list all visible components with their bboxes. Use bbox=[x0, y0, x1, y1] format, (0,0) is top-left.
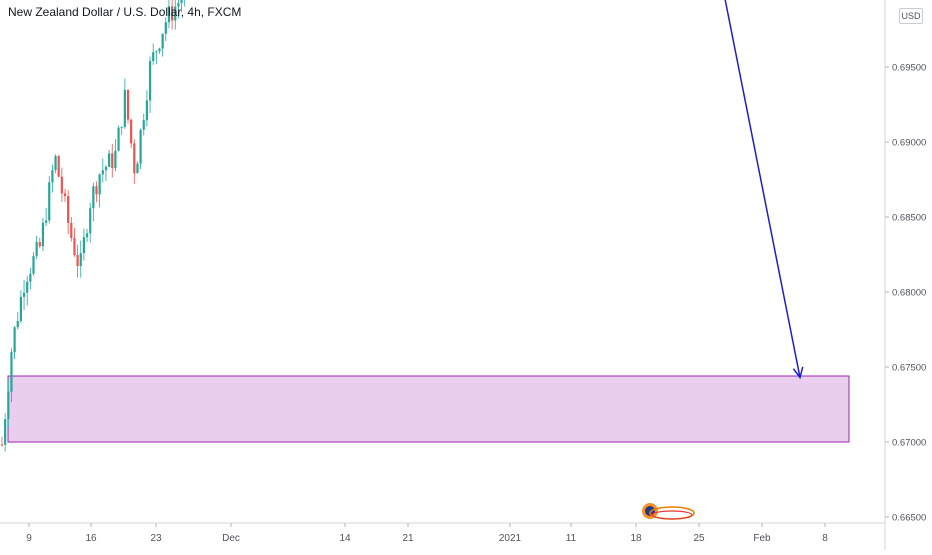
time-tick-label: 9 bbox=[26, 533, 32, 544]
candle bbox=[108, 149, 111, 168]
candle bbox=[73, 228, 76, 257]
target-zone-bottom[interactable] bbox=[7, 375, 850, 443]
time-tick-label: 14 bbox=[339, 533, 351, 544]
candle bbox=[133, 139, 136, 184]
candle bbox=[35, 236, 38, 260]
currency-badge[interactable]: USD bbox=[899, 8, 923, 24]
price-tick-label: 0.69500 bbox=[892, 63, 926, 74]
candle bbox=[41, 218, 45, 251]
candle bbox=[10, 348, 13, 403]
time-tick-label: 2021 bbox=[499, 533, 522, 544]
candle bbox=[13, 326, 16, 359]
candle bbox=[38, 237, 41, 249]
candle bbox=[152, 43, 155, 65]
time-tick-label: Dec bbox=[222, 533, 240, 544]
candle bbox=[117, 125, 120, 152]
candle bbox=[48, 175, 51, 224]
candle bbox=[177, 0, 180, 19]
candle bbox=[180, 0, 183, 13]
candle bbox=[7, 379, 10, 428]
candle bbox=[16, 311, 19, 330]
time-tick-label: 23 bbox=[150, 533, 162, 544]
zones-layer bbox=[7, 375, 850, 443]
price-axis[interactable]: 0.66500 0.67000 0.67500 0.68000 0.68500 0.690… bbox=[885, 0, 926, 524]
time-tick-label: Feb bbox=[753, 533, 771, 544]
candle bbox=[89, 202, 92, 243]
candle bbox=[184, 0, 186, 7]
candle bbox=[29, 268, 32, 290]
candle bbox=[174, 0, 177, 30]
time-tick-label: 21 bbox=[402, 533, 414, 544]
price-tick-label: 0.67000 bbox=[892, 438, 926, 449]
time-tick-label: 8 bbox=[822, 533, 828, 544]
price-tick-label: 0.67500 bbox=[892, 363, 926, 374]
time-tick-label: 11 bbox=[566, 533, 577, 544]
time-tick-label: 16 bbox=[85, 533, 97, 544]
projection-arrow-line[interactable] bbox=[636, 0, 801, 378]
price-tick-label: 0.68500 bbox=[892, 213, 926, 224]
candle bbox=[155, 50, 158, 65]
candle bbox=[92, 182, 95, 222]
candle bbox=[111, 143, 114, 178]
candle bbox=[82, 228, 85, 261]
candle bbox=[79, 240, 82, 278]
time-tick-label: 18 bbox=[630, 533, 642, 544]
candle bbox=[54, 154, 57, 174]
candle bbox=[45, 207, 48, 226]
candle bbox=[70, 216, 73, 242]
candle bbox=[120, 126, 123, 136]
candle bbox=[51, 164, 54, 193]
candle bbox=[139, 128, 142, 170]
candle bbox=[130, 118, 133, 149]
tradingview-logo-icon[interactable] bbox=[638, 497, 698, 523]
candle bbox=[67, 190, 70, 235]
candle bbox=[63, 188, 67, 202]
candle bbox=[145, 90, 148, 127]
price-tick-label: 0.68000 bbox=[892, 288, 926, 299]
projection-arrow-head bbox=[792, 366, 804, 380]
candle bbox=[164, 17, 167, 42]
candles-layer bbox=[0, 0, 186, 452]
candle bbox=[76, 244, 79, 278]
arrow-layer bbox=[636, 0, 804, 380]
time-tick-label: 25 bbox=[693, 533, 705, 544]
candle bbox=[19, 290, 22, 324]
candle bbox=[114, 139, 117, 172]
candle bbox=[167, 0, 171, 28]
candle bbox=[0, 436, 4, 447]
candle bbox=[4, 413, 7, 452]
chart-title: New Zealand Dollar / U.S. Dollar, 4h, FX… bbox=[8, 5, 242, 19]
candle bbox=[158, 47, 161, 54]
candle bbox=[104, 165, 108, 181]
candle bbox=[57, 154, 60, 178]
candle bbox=[126, 89, 130, 124]
time-axis[interactable]: 9 16 23 Dec 14 21 2021 11 18 25 Feb 8 bbox=[26, 523, 828, 544]
price-tick-label: 0.69000 bbox=[892, 138, 926, 149]
candle bbox=[26, 275, 29, 306]
candle bbox=[136, 161, 139, 174]
candle bbox=[161, 33, 164, 57]
candle bbox=[148, 56, 152, 114]
candle bbox=[85, 228, 89, 243]
candle bbox=[142, 113, 145, 136]
candle bbox=[32, 252, 35, 277]
candle bbox=[123, 78, 126, 129]
candle bbox=[60, 167, 63, 203]
candle bbox=[171, 0, 174, 30]
candle bbox=[98, 173, 101, 208]
candle bbox=[95, 181, 98, 203]
candle bbox=[22, 280, 26, 310]
price-tick-label: 0.66500 bbox=[892, 513, 926, 524]
candle bbox=[101, 158, 104, 183]
